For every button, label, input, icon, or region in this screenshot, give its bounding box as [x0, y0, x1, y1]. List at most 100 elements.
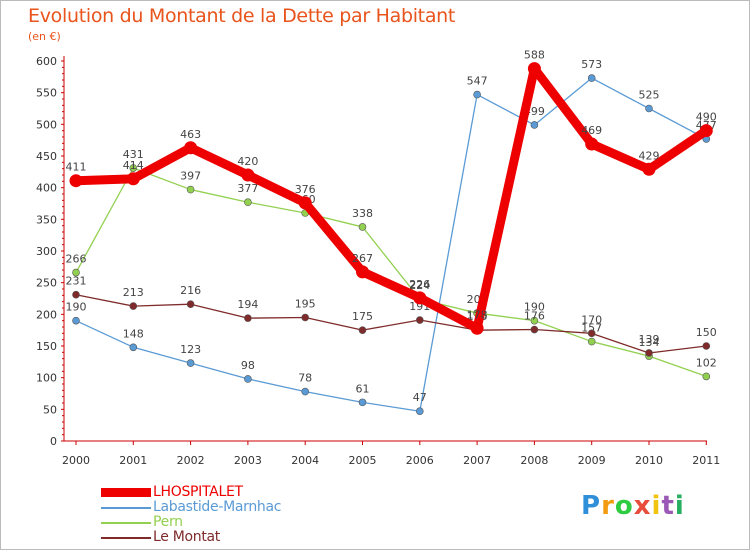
data-point — [587, 329, 596, 338]
data-label: 411 — [66, 161, 87, 174]
data-label: 338 — [352, 207, 373, 220]
data-point — [587, 337, 596, 346]
legend-label: Pern — [153, 514, 183, 530]
data-label: 157 — [581, 322, 602, 335]
data-point — [356, 265, 369, 279]
legend-swatch — [101, 537, 151, 539]
data-label: 78 — [298, 372, 312, 385]
data-point — [358, 326, 367, 334]
data-point — [702, 342, 711, 350]
data-point — [72, 290, 80, 299]
data-point — [301, 387, 310, 396]
data-point — [642, 162, 656, 176]
y-tick-label: 400 — [36, 182, 57, 195]
x-tick-label: 2005 — [349, 454, 377, 467]
data-point — [72, 268, 80, 277]
x-tick-label: 2001 — [119, 454, 147, 467]
data-label: 178 — [467, 308, 488, 321]
data-point — [415, 316, 424, 324]
data-label: 226 — [409, 278, 430, 291]
data-point — [358, 398, 367, 407]
data-point — [473, 90, 481, 99]
data-point — [184, 141, 198, 155]
x-tick-label: 2010 — [635, 454, 663, 467]
y-tick-label: 200 — [36, 308, 57, 321]
y-tick-label: 600 — [36, 55, 57, 68]
data-label: 469 — [581, 124, 602, 137]
data-label: 139 — [639, 333, 660, 346]
chart-title: Evolution du Montant de la Dette par Hab… — [28, 5, 456, 27]
data-point — [301, 313, 310, 322]
x-tick-label: 2009 — [578, 454, 606, 467]
data-label: 102 — [696, 356, 717, 369]
data-label: 176 — [524, 310, 545, 323]
data-point — [69, 174, 83, 188]
brand-letter: r — [601, 491, 615, 521]
data-label: 190 — [524, 301, 545, 314]
data-label: 420 — [237, 155, 258, 168]
brand-letter: i — [651, 491, 662, 521]
data-point — [699, 124, 713, 138]
x-tick-label: 2004 — [291, 454, 319, 467]
y-tick-label: 150 — [36, 340, 57, 353]
data-point — [645, 349, 653, 357]
x-tick-label: 2002 — [177, 454, 205, 467]
data-point — [186, 359, 195, 367]
data-label: 213 — [123, 286, 144, 299]
brand-logo: Proxiti — [581, 491, 685, 521]
data-label: 266 — [66, 253, 87, 266]
x-tick-label: 2000 — [62, 454, 90, 467]
data-point — [72, 316, 80, 325]
legend-item: Labastide-Marnhac — [101, 499, 341, 515]
legend-label: LHOSPITALET — [153, 484, 243, 500]
data-point — [186, 300, 195, 309]
data-label: 377 — [237, 182, 258, 195]
data-label: 429 — [639, 149, 660, 162]
data-label: 190 — [66, 301, 87, 314]
series-line — [71, 64, 711, 333]
data-label: 194 — [237, 298, 258, 311]
y-tick-label: 500 — [36, 118, 57, 131]
data-label: 61 — [356, 382, 370, 395]
data-label: 224 — [409, 279, 430, 292]
series-line — [75, 167, 707, 378]
brand-letter: x — [633, 491, 652, 521]
y-tick-label: 300 — [36, 245, 57, 258]
data-point — [587, 74, 596, 82]
data-point — [470, 321, 484, 335]
data-point — [129, 343, 138, 352]
series-line — [75, 77, 707, 412]
data-point — [413, 291, 427, 305]
brand-letter: o — [614, 491, 634, 521]
brand-letter: t — [661, 491, 675, 521]
brand-letter: i — [674, 491, 685, 521]
x-tick-label: 2007 — [463, 454, 491, 467]
data-label: 490 — [696, 111, 717, 124]
y-tick-label: 100 — [36, 372, 57, 385]
y-tick-label: 0 — [50, 435, 57, 448]
data-point — [530, 316, 539, 325]
data-label: 216 — [180, 284, 201, 297]
data-point — [415, 407, 424, 416]
data-point — [186, 185, 195, 194]
data-point — [298, 196, 312, 210]
data-point — [530, 325, 539, 334]
legend-label: Labastide-Marnhac — [153, 499, 282, 515]
data-point — [585, 137, 599, 151]
legend-swatch — [101, 507, 151, 509]
data-point — [241, 168, 255, 182]
x-tick-label: 2011 — [692, 454, 720, 467]
data-label: 98 — [241, 359, 255, 372]
series-line — [75, 294, 707, 354]
x-tick-label: 2003 — [234, 454, 262, 467]
data-label: 148 — [123, 327, 144, 340]
chart-subtitle: (en €) — [28, 30, 61, 43]
data-point — [244, 314, 252, 322]
legend-label: Le Montat — [153, 529, 220, 545]
data-label: 463 — [180, 128, 201, 141]
data-point — [129, 164, 138, 172]
data-label: 47 — [413, 391, 427, 404]
data-point — [530, 121, 539, 129]
